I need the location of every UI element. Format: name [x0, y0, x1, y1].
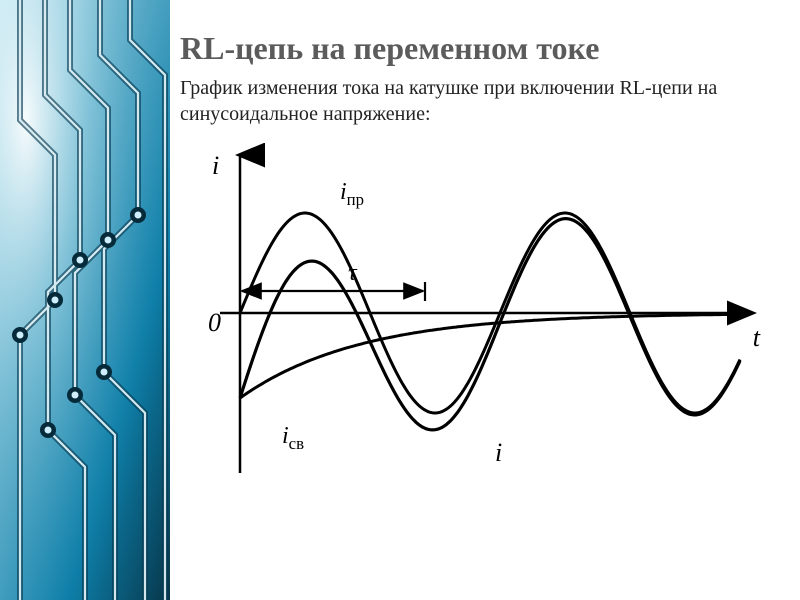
slide-subtitle: График изменения тока на катушке при вкл…: [180, 75, 780, 127]
tau-label: τ: [348, 260, 357, 287]
chart-container: i 0 t τ iпр iсв i: [180, 143, 760, 483]
slide-title: RL-цепь на переменном токе: [180, 30, 780, 67]
y-axis-label: i: [212, 151, 219, 181]
i-cv-label: iсв: [282, 423, 304, 454]
sidebar-circuit-image: [0, 0, 170, 600]
i-pr-symbol: i: [340, 179, 347, 205]
i-cv-sub: св: [289, 434, 304, 453]
i-cv-symbol: i: [282, 423, 289, 449]
i-total-label: i: [495, 438, 502, 468]
i-pr-label: iпр: [340, 179, 364, 210]
tau-indicator: [242, 282, 425, 301]
origin-label: 0: [208, 308, 221, 338]
x-axis-label: t: [753, 323, 760, 353]
i-pr-sub: пр: [347, 190, 364, 209]
circuit-svg: [0, 0, 170, 600]
content-area: RL-цепь на переменном токе График измене…: [180, 30, 780, 483]
chart-svg: [180, 143, 760, 483]
